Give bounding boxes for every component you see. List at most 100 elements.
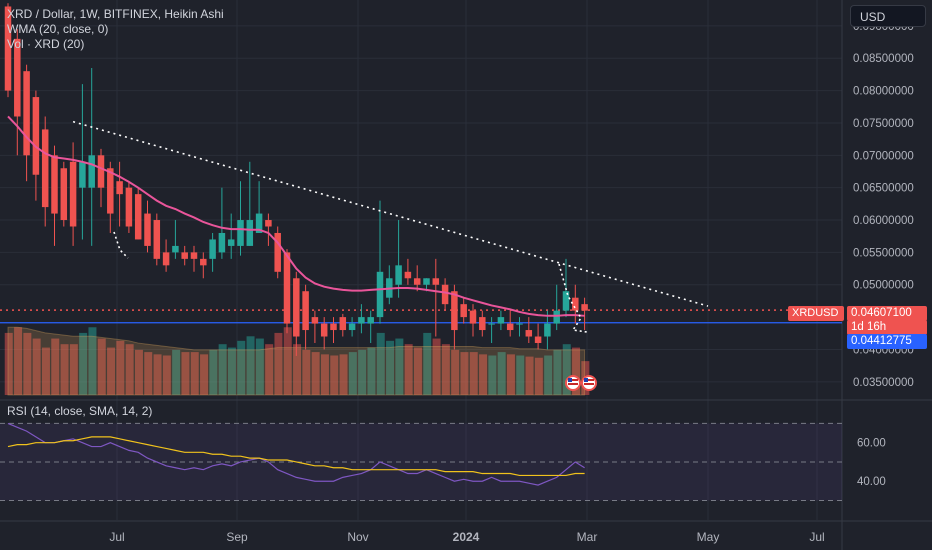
candle-body: [209, 239, 216, 259]
candle: [181, 245, 188, 266]
volume-bar: [107, 347, 116, 395]
volume-bar: [386, 340, 395, 395]
volume-bar: [4, 332, 13, 395]
candle: [516, 317, 523, 337]
time-axis[interactable]: Jul Sep Nov 2024 Mar May Jul: [109, 530, 824, 544]
volume-bar: [209, 349, 218, 395]
volume-bar: [506, 354, 515, 395]
time-tick-label: Jul: [809, 530, 824, 544]
candle-body: [544, 323, 551, 337]
candle: [107, 161, 114, 233]
volume-bar: [460, 352, 469, 395]
candle-body: [190, 252, 198, 259]
candle-body: [488, 323, 495, 325]
volume-bar: [125, 344, 134, 395]
candle-body: [69, 161, 77, 227]
candle: [320, 317, 328, 350]
price-axis[interactable]: 0.090000000.085000000.080000000.07500000…: [853, 21, 914, 488]
candle-body: [506, 323, 514, 331]
symbol-title[interactable]: XRD / Dollar, 1W, BITFINEX, Heikin Ashi: [7, 7, 224, 21]
time-tick-label: Mar: [577, 530, 598, 544]
event-markers[interactable]: [565, 375, 597, 391]
us-flag-icon: [581, 375, 597, 391]
volume-bar: [41, 347, 50, 395]
rsi-legend[interactable]: RSI (14, close, SMA, 14, 2): [7, 404, 153, 418]
candle: [14, 29, 21, 156]
candle: [358, 304, 365, 334]
candle: [218, 187, 226, 259]
candle: [51, 145, 58, 246]
candle: [60, 161, 68, 227]
time-tick-label: Nov: [347, 530, 368, 544]
price-tick-label: 0.06000000: [853, 215, 914, 227]
candle-body: [451, 291, 458, 331]
candle-body: [227, 239, 235, 246]
candle: [469, 304, 477, 337]
candle: [432, 258, 440, 337]
trendline: [72, 120, 709, 333]
candles[interactable]: [4, 3, 588, 356]
candle-body: [255, 213, 263, 233]
flag-stripe: [584, 379, 594, 381]
candle-body: [23, 71, 30, 156]
volume-legend[interactable]: Vol · XRD (20): [7, 37, 85, 51]
volume-ma-area: [7, 326, 586, 396]
candle: [125, 181, 133, 233]
candle-body: [358, 317, 365, 324]
candle-body: [497, 317, 505, 324]
candle-body: [562, 291, 570, 311]
candle: [330, 317, 337, 343]
candle-body: [237, 220, 244, 246]
candle: [581, 297, 588, 331]
volume-bar: [51, 338, 60, 395]
volume-bar: [190, 352, 199, 395]
volume-bar: [451, 349, 460, 395]
volume-bar: [376, 332, 385, 395]
candle-body: [320, 323, 328, 337]
candle: [479, 310, 486, 337]
rsi-panel: [0, 422, 842, 502]
candle-body: [88, 155, 95, 188]
currency-button[interactable]: USD: [850, 5, 926, 27]
candle-body: [51, 155, 58, 214]
volume-bar: [153, 354, 162, 395]
candle: [506, 310, 514, 337]
volume-bar: [311, 352, 320, 395]
candle-body: [293, 278, 300, 337]
candle-body: [60, 168, 68, 221]
price-tick-label: 0.05000000: [853, 280, 914, 292]
wma-legend[interactable]: WMA (20, close, 0): [7, 22, 109, 36]
volume-bar: [14, 327, 23, 395]
candle: [376, 200, 384, 324]
volume-bar: [516, 355, 525, 395]
candle: [237, 181, 244, 256]
volume-bar: [200, 354, 209, 395]
volume-ma: [7, 326, 586, 396]
volume-bar: [237, 340, 246, 395]
candle-body: [14, 38, 21, 117]
candle: [41, 116, 49, 227]
flag-canton: [568, 378, 572, 382]
candle-body: [97, 155, 105, 188]
volume-bar: [330, 355, 339, 395]
candle-body: [134, 194, 142, 240]
volume-bar: [302, 349, 311, 395]
price-lines: [0, 309, 842, 324]
candle-body: [581, 304, 588, 311]
volume-bar: [144, 352, 153, 395]
candle: [144, 200, 151, 253]
candle: [413, 265, 421, 292]
volume-bar: [69, 344, 78, 395]
candle-body: [162, 252, 170, 266]
volume-bar: [283, 327, 292, 395]
volume-bar: [339, 354, 348, 395]
volume-bar: [432, 338, 441, 395]
candle: [172, 220, 179, 259]
candle: [534, 323, 542, 350]
candle-body: [395, 265, 402, 285]
volume-bar: [488, 355, 497, 395]
volume-bar: [162, 355, 171, 395]
candle: [367, 310, 374, 343]
volume-bar: [404, 344, 413, 395]
